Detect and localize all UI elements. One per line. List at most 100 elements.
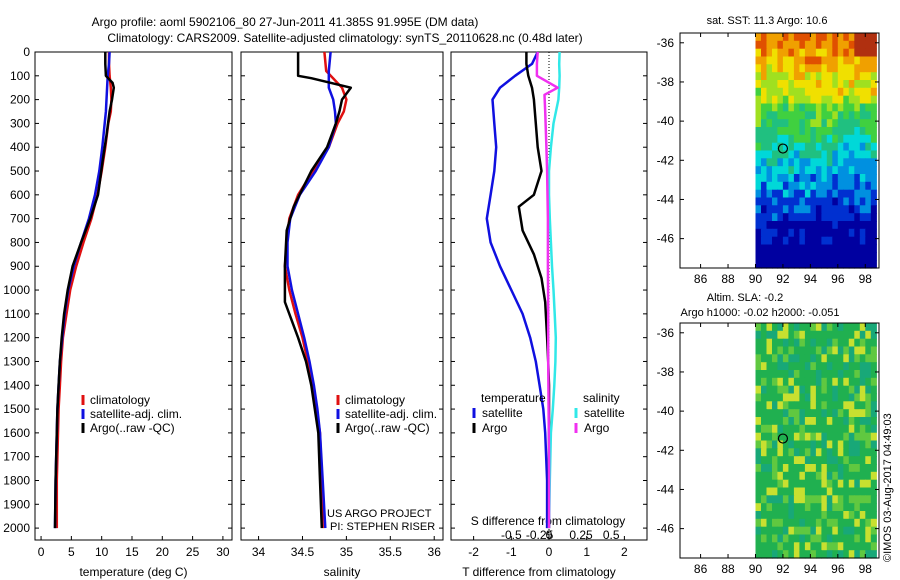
- map-cell: [859, 221, 866, 230]
- map-cell: [859, 385, 866, 395]
- map-cell: [826, 424, 833, 434]
- map-cell: [782, 166, 789, 175]
- map-cell: [843, 330, 850, 340]
- map-cell: [793, 103, 800, 112]
- map-cell: [799, 330, 806, 340]
- map-cell: [793, 471, 800, 481]
- map-cell: [788, 87, 795, 97]
- map-cell: [788, 56, 795, 65]
- map-cell: [848, 221, 855, 230]
- map-cell: [859, 346, 866, 355]
- map-cell: [832, 33, 839, 42]
- map-cell: [821, 236, 828, 246]
- map-cell: [772, 134, 779, 144]
- secondary-tick-label: 0.5: [603, 528, 620, 542]
- map-cell: [854, 518, 861, 528]
- map-cell: [821, 40, 828, 50]
- map-cell: [810, 526, 817, 536]
- map-cell: [837, 401, 844, 410]
- map-cell: [832, 72, 839, 81]
- map-cell: [870, 385, 877, 395]
- map-cell: [859, 205, 866, 214]
- map-cell: [772, 393, 779, 402]
- map-cell: [761, 401, 768, 410]
- map-cell: [788, 346, 795, 355]
- map-cell: [826, 48, 833, 58]
- map-cell: [788, 72, 795, 81]
- map-cell: [777, 236, 784, 246]
- map-cell: [799, 417, 806, 426]
- map-cell: [859, 213, 866, 222]
- map-cell: [777, 338, 784, 348]
- map-cell: [821, 33, 828, 42]
- map-cell: [793, 221, 800, 230]
- map-cell: [777, 40, 784, 50]
- map-cell: [848, 511, 855, 520]
- map-cell: [804, 511, 811, 520]
- map-cell: [870, 464, 877, 473]
- map-cell: [766, 354, 773, 363]
- map-cell: [755, 448, 762, 457]
- map-cell: [804, 252, 811, 261]
- map-cell: [766, 134, 773, 144]
- map-cell: [761, 511, 768, 520]
- map-cell: [788, 205, 795, 214]
- map-cell: [859, 64, 866, 73]
- map-cell: [755, 542, 762, 551]
- map-cell: [837, 166, 844, 175]
- map-cell: [782, 174, 789, 183]
- map-cell: [854, 526, 861, 536]
- map-cell: [832, 103, 839, 112]
- map-cell: [804, 64, 811, 73]
- sla-map: 86 88 90 92 94 96 98 -36 -38 -40 -42 -44 -46: [657, 322, 880, 576]
- map-cell: [832, 526, 839, 536]
- map-cell: [832, 495, 839, 504]
- map-cell: [848, 417, 855, 426]
- map-cell: [859, 181, 866, 191]
- x-tick-label: 15: [125, 545, 139, 559]
- map-cell: [799, 487, 806, 496]
- map-cell: [799, 432, 806, 442]
- y-tick-label: -36: [657, 36, 675, 50]
- map-cell: [810, 103, 817, 112]
- legend-label: climatology: [345, 393, 405, 407]
- map-cell: [832, 197, 839, 206]
- map-cell: [799, 236, 806, 246]
- map-cell: [782, 495, 789, 504]
- map-cell: [766, 417, 773, 426]
- map-cell: [815, 518, 822, 528]
- map-cell: [793, 518, 800, 528]
- map-cell: [777, 409, 784, 418]
- map-cell: [843, 338, 850, 348]
- map-cell: [772, 103, 779, 112]
- map-cell: [777, 424, 784, 434]
- map-cell: [826, 464, 833, 473]
- map-cell: [782, 80, 789, 89]
- map-cell: [761, 244, 768, 253]
- map-cell: [782, 377, 789, 387]
- map-cell: [793, 33, 800, 42]
- map-cell: [848, 244, 855, 253]
- map-cell: [766, 323, 773, 332]
- map-cell: [788, 479, 795, 489]
- map-cell: [821, 323, 828, 332]
- map-cell: [843, 534, 850, 543]
- map-cell: [832, 370, 839, 379]
- legend-label: satellite-adj. clim.: [345, 407, 437, 421]
- map-cell: [777, 432, 784, 442]
- map-cell: [854, 142, 861, 152]
- map-cell: [843, 111, 850, 120]
- map-cell: [810, 134, 817, 144]
- map-cell: [777, 346, 784, 355]
- map-cell: [815, 56, 822, 65]
- map-cell: [793, 432, 800, 442]
- map-cell: [793, 236, 800, 246]
- map-cell: [793, 174, 800, 183]
- y-tick-label: 1700: [3, 450, 30, 464]
- map-cell: [848, 205, 855, 214]
- map-cell: [804, 189, 811, 199]
- map-cell: [804, 409, 811, 418]
- map-cell: [810, 197, 817, 206]
- map-cell: [859, 401, 866, 410]
- map-cell: [821, 95, 828, 105]
